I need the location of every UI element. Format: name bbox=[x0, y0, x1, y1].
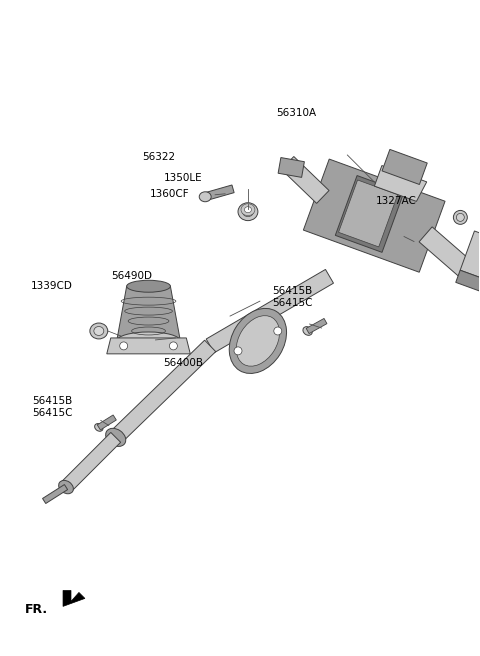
Ellipse shape bbox=[106, 428, 126, 446]
Ellipse shape bbox=[199, 192, 211, 202]
Ellipse shape bbox=[95, 424, 103, 431]
Polygon shape bbox=[61, 432, 120, 492]
Ellipse shape bbox=[303, 327, 312, 335]
Ellipse shape bbox=[229, 308, 287, 373]
Text: 56415C: 56415C bbox=[273, 298, 313, 308]
Polygon shape bbox=[374, 165, 427, 201]
Text: 56490D: 56490D bbox=[111, 271, 152, 281]
Ellipse shape bbox=[169, 342, 178, 350]
Ellipse shape bbox=[244, 207, 252, 213]
Polygon shape bbox=[338, 180, 398, 247]
Text: 1350LE: 1350LE bbox=[164, 173, 202, 183]
Polygon shape bbox=[382, 150, 427, 184]
Polygon shape bbox=[206, 270, 334, 353]
Polygon shape bbox=[117, 286, 180, 341]
Polygon shape bbox=[278, 157, 304, 177]
Ellipse shape bbox=[120, 342, 128, 350]
Polygon shape bbox=[107, 338, 190, 354]
Ellipse shape bbox=[456, 213, 464, 221]
Ellipse shape bbox=[242, 207, 253, 216]
Ellipse shape bbox=[236, 316, 279, 366]
Polygon shape bbox=[419, 227, 480, 287]
Polygon shape bbox=[306, 318, 327, 334]
Polygon shape bbox=[63, 590, 85, 606]
Text: 56322: 56322 bbox=[142, 152, 175, 162]
Ellipse shape bbox=[127, 280, 170, 292]
Ellipse shape bbox=[238, 203, 258, 220]
Ellipse shape bbox=[59, 480, 73, 494]
Ellipse shape bbox=[234, 347, 242, 355]
Polygon shape bbox=[469, 271, 480, 317]
Ellipse shape bbox=[94, 327, 104, 335]
Ellipse shape bbox=[90, 323, 108, 339]
Text: 56400B: 56400B bbox=[164, 358, 204, 367]
Ellipse shape bbox=[274, 327, 282, 335]
Polygon shape bbox=[281, 157, 329, 203]
Text: 56415B: 56415B bbox=[273, 287, 312, 297]
Text: 1360CF: 1360CF bbox=[149, 189, 189, 199]
Polygon shape bbox=[303, 159, 445, 272]
Polygon shape bbox=[43, 485, 68, 504]
Text: 1327AC: 1327AC bbox=[376, 196, 417, 206]
Polygon shape bbox=[460, 231, 480, 279]
Ellipse shape bbox=[241, 204, 255, 216]
Polygon shape bbox=[97, 415, 116, 430]
Polygon shape bbox=[336, 176, 404, 253]
Text: 56310A: 56310A bbox=[276, 108, 316, 118]
Polygon shape bbox=[204, 185, 234, 201]
Text: FR.: FR. bbox=[25, 603, 48, 615]
Text: 1339CD: 1339CD bbox=[31, 281, 73, 291]
Ellipse shape bbox=[117, 332, 180, 350]
Text: 56415B: 56415B bbox=[33, 396, 72, 406]
Polygon shape bbox=[110, 340, 216, 443]
Text: 56415C: 56415C bbox=[33, 408, 73, 418]
Ellipse shape bbox=[454, 211, 468, 224]
Polygon shape bbox=[456, 270, 480, 291]
